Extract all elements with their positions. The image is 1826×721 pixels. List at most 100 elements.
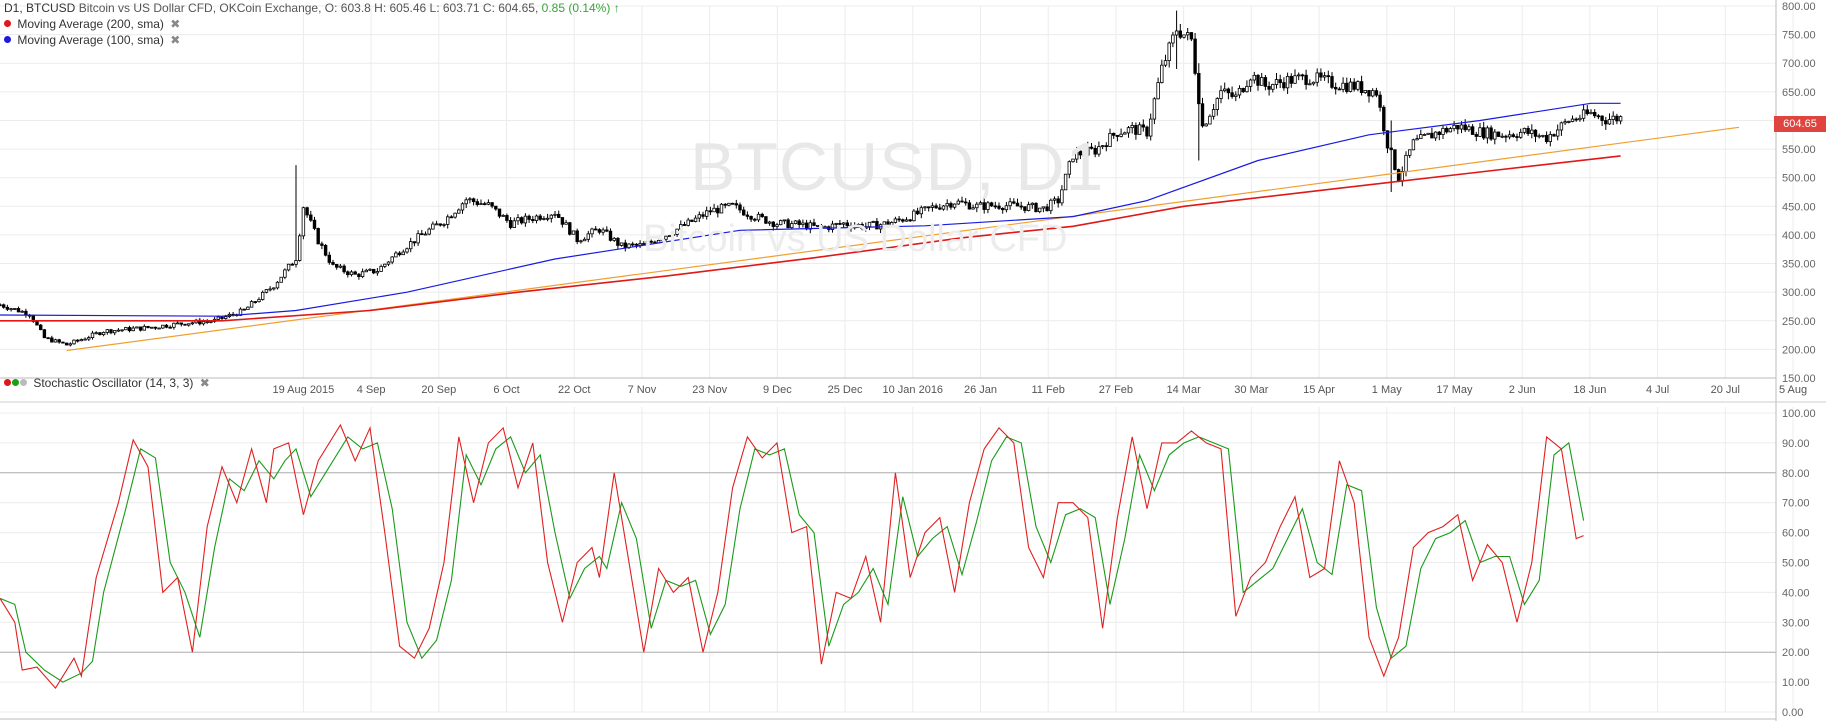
candle [1363,90,1367,94]
candle [915,207,920,216]
candle [371,268,376,275]
candle-body [1422,133,1427,136]
candle-body [734,203,738,206]
candle [1115,134,1120,142]
stochastic-pane[interactable] [0,423,1776,690]
candle-body [1197,72,1201,105]
candle [882,221,886,227]
candle-body [1356,81,1360,90]
candle [1463,119,1467,133]
remove-ma100-icon[interactable]: ✖ [170,33,181,47]
candle [457,208,461,214]
candle-body [934,205,938,209]
time-tick-label: 6 Oct [493,384,519,396]
candle [505,213,509,223]
candle [1504,134,1508,143]
candle [1208,114,1212,125]
remove-stoch-icon[interactable]: ✖ [199,376,210,390]
candle-body [434,223,439,226]
candle [98,331,102,336]
candle-body [1104,145,1108,148]
candle-body [153,326,158,329]
candle [701,211,705,219]
candle-body [923,206,927,209]
candle [1526,125,1530,136]
candle [616,237,620,250]
candle-body [989,202,994,207]
candle [993,201,997,209]
candle-body [616,237,620,246]
candle-body [1393,149,1397,170]
candle [1108,128,1112,147]
candle-body [1544,134,1549,142]
candle [13,308,17,311]
candle-body [1489,127,1493,140]
candle [1215,97,1219,116]
candle-body [1226,88,1231,94]
candle-body [201,321,206,325]
candle-body [297,235,302,261]
candle [568,221,572,236]
candle-body [793,220,798,224]
candle-body [1567,121,1571,123]
candle-body [1115,134,1120,137]
candle [1248,78,1253,92]
candle-body [1456,124,1460,130]
candle-body [956,200,960,205]
candle [1411,138,1416,151]
legend-stochastic[interactable]: Stochastic Oscillator (14, 3, 3) ✖ [4,376,210,391]
price-pane[interactable] [0,10,1740,352]
candle [253,301,257,304]
candle [708,206,713,216]
candle [1600,115,1604,126]
candle-body [779,220,783,226]
candle [1393,149,1397,171]
candle [113,330,117,336]
candle-body [819,224,824,228]
candle [1160,59,1164,84]
candle-body [1552,134,1556,137]
candle-body [1415,138,1419,141]
candle [1389,120,1393,192]
candle [1422,133,1427,136]
candle-body [952,203,957,208]
legend-ma100[interactable]: Moving Average (100, sma) ✖ [4,33,180,48]
candle-body [1063,173,1068,191]
stoch-d-dot-icon [12,379,19,386]
candle [897,215,901,223]
stoch-tick-label: 70.00 [1782,498,1810,510]
candle [1552,133,1556,137]
candle-body [386,261,391,265]
candle-body [1430,132,1434,139]
time-tick-label: 11 Feb [1031,384,1064,396]
candle [1186,28,1190,41]
candle [590,227,594,238]
candle [786,218,790,229]
candle-body [708,210,713,213]
candle [149,326,154,329]
candle-body [220,316,224,319]
candle [901,218,905,223]
candle-body [1578,117,1582,121]
candle [564,219,568,225]
price-tick-label: 750.00 [1782,30,1816,42]
candle [1367,90,1371,103]
candle-body [964,201,968,204]
legend-ma200[interactable]: Moving Average (200, sma) ✖ [4,17,180,32]
candle-body [938,207,942,210]
candle-body [371,268,376,274]
remove-ma200-icon[interactable]: ✖ [170,17,181,31]
candle-body [534,215,539,221]
candle-body [1071,158,1075,163]
stoch-levels-dot-icon [20,379,27,386]
candle-body [342,265,346,273]
candle-body [20,310,24,313]
candle-body [383,263,387,267]
candle-body [331,261,335,265]
candle-body [1,304,6,308]
candle [53,338,58,343]
candle [908,218,912,222]
candle-body [1530,129,1534,134]
candle [482,201,487,206]
